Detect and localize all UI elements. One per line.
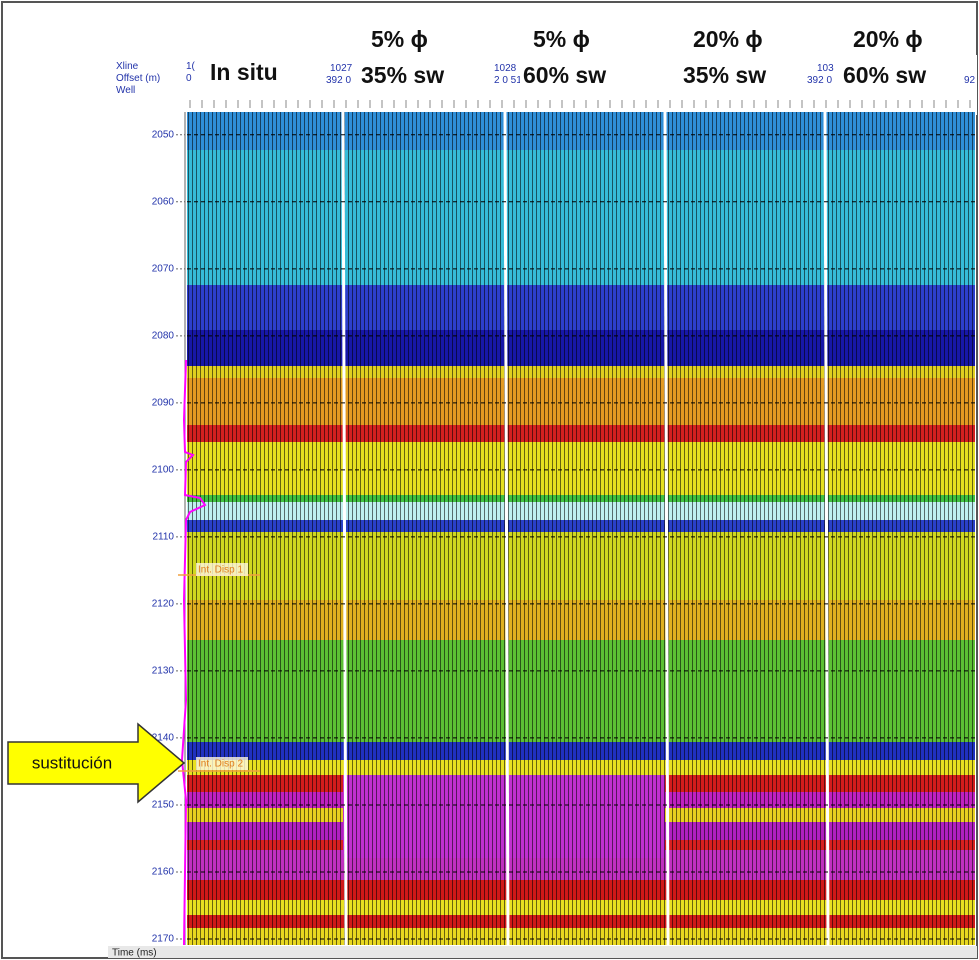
panel-label: 5% ϕ	[533, 26, 590, 52]
tick-label: 2090	[152, 397, 175, 408]
xline: 1028	[494, 63, 517, 74]
panel-label: 35% sw	[683, 62, 766, 88]
wiggle-traces	[825, 112, 975, 945]
status-strip	[108, 946, 977, 958]
tick-label: 2130	[152, 666, 175, 677]
label-bg	[358, 22, 468, 52]
marker: Int. Disp 2	[198, 759, 243, 770]
wiggle-traces	[665, 112, 825, 945]
tick-label: 2070	[152, 263, 175, 274]
panel-separator	[341, 111, 348, 946]
panel-label: 5% ϕ	[371, 26, 428, 52]
panel-label: 60% sw	[523, 62, 606, 88]
callout-arrow	[7, 722, 186, 804]
xline: 103	[817, 63, 834, 74]
panel-label: 20% ϕ	[693, 26, 763, 52]
wiggle-traces	[343, 112, 505, 945]
offset: 92	[964, 75, 976, 86]
tick-label: 2100	[152, 465, 175, 476]
marker-box	[196, 757, 248, 770]
offset: 392 0	[807, 75, 832, 86]
wiggle-traces	[187, 112, 343, 945]
offset: 2 0 513	[494, 75, 528, 86]
tick-label: 2080	[152, 330, 175, 341]
tick-label: 2170	[152, 934, 175, 945]
label-bg	[840, 22, 950, 52]
xline: 1027	[330, 63, 353, 74]
row-label: Offset (m)	[116, 73, 160, 84]
label-bg	[680, 22, 790, 52]
row-label: Well	[116, 85, 135, 96]
panel-separator	[663, 111, 670, 946]
tick-label: 2160	[152, 867, 175, 878]
panel-label: 20% ϕ	[853, 26, 923, 52]
marker: Int. Disp 1	[198, 565, 243, 576]
tick-label: 2050	[152, 129, 175, 140]
label-bg	[202, 55, 312, 85]
callout: sustitución	[32, 753, 112, 772]
panel-label: 35% sw	[361, 62, 444, 88]
well-log	[180, 359, 207, 946]
label-bg	[520, 22, 630, 52]
tick-label: 2060	[152, 196, 175, 207]
offset: 0	[186, 73, 192, 84]
panel-label: In situ	[210, 59, 278, 85]
tick-label: 2140	[152, 733, 175, 744]
xline: 1(	[186, 61, 196, 72]
label-bg	[358, 58, 468, 88]
wiggle-traces	[505, 112, 665, 945]
tick-label: 2110	[152, 532, 174, 543]
panel-separator	[503, 111, 510, 946]
tick-label: 2120	[152, 599, 175, 610]
marker-box	[196, 563, 248, 576]
axis-label: Time (ms)	[112, 948, 157, 959]
label-bg	[520, 58, 630, 88]
offset: 392 0	[326, 75, 351, 86]
tick-label: 2150	[152, 800, 175, 811]
row-label: Xline	[116, 61, 139, 72]
panel-label: 60% sw	[843, 62, 926, 88]
label-bg	[680, 58, 790, 88]
label-bg	[840, 58, 950, 88]
panel-separator	[823, 111, 830, 946]
